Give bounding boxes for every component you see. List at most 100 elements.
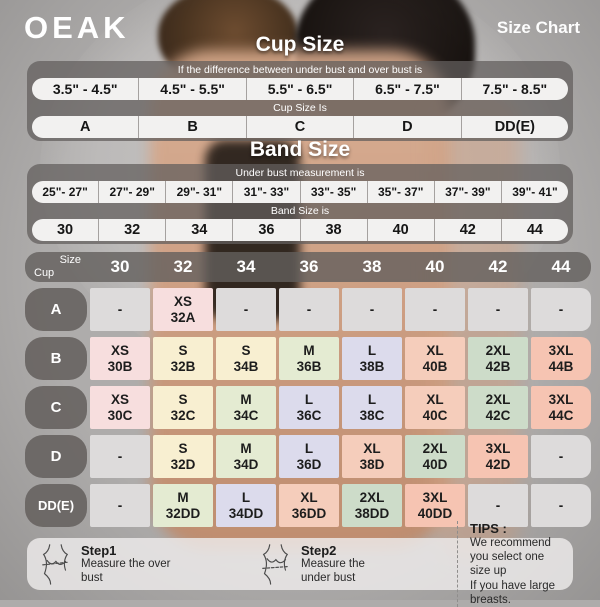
band-size-title: Band Size xyxy=(249,138,351,161)
size-cell: L 36C xyxy=(279,386,339,429)
size-code: 42D xyxy=(485,456,511,472)
cup-value-cell: B xyxy=(139,116,247,138)
size-name: - xyxy=(495,497,501,513)
matrix-row-d: D - S 32D M 34D L 36D XL 38D 2XL 40D 3XL 42D - xyxy=(25,435,591,478)
band-value-cell: 36 xyxy=(233,219,301,241)
size-cell: M 32DD xyxy=(153,484,213,527)
size-name: L xyxy=(241,489,251,505)
size-code: 32A xyxy=(170,309,196,325)
cup-result-label: Cup Size Is xyxy=(273,102,327,114)
size-code: 34D xyxy=(233,456,259,472)
cup-range-cell: 6.5" - 7.5" xyxy=(354,78,462,100)
size-cell: XL 38D xyxy=(342,435,402,478)
matrix-column-header: 34 xyxy=(236,257,256,276)
size-name: S xyxy=(178,391,188,407)
band-result-label: Band Size is xyxy=(270,205,330,217)
size-code: 34B xyxy=(233,358,259,374)
size-name: - xyxy=(117,497,123,513)
size-cell: L 38B xyxy=(342,337,402,380)
step-title: Step1 xyxy=(81,543,117,559)
size-name: 2XL xyxy=(422,440,448,456)
corner-size-label: Size xyxy=(59,254,81,266)
matrix-row-c: C XS 30C S 32C M 34C L 36C L 38C XL 40C 2XL 42C… xyxy=(25,386,591,429)
size-cell: XS 32A xyxy=(153,288,213,331)
tips-line-1: We recommend you select one size up xyxy=(470,536,551,578)
size-name: 2XL xyxy=(485,391,511,407)
cup-range-row: 3.5" - 4.5" 4.5" - 5.5" 5.5" - 6.5" 6.5"… xyxy=(32,78,568,100)
size-name: XL xyxy=(426,391,444,407)
measure-over-bust-icon xyxy=(42,544,69,585)
size-code: 42C xyxy=(485,407,511,423)
size-cell: S 32C xyxy=(153,386,213,429)
size-cell: - xyxy=(531,288,591,331)
size-code: 34C xyxy=(233,407,259,423)
size-cell: - xyxy=(342,288,402,331)
matrix-column-header: 36 xyxy=(299,257,319,276)
size-cell: M 36B xyxy=(279,337,339,380)
matrix-column-header: 40 xyxy=(425,257,445,276)
size-name: S xyxy=(178,440,188,456)
band-value-cell: 42 xyxy=(435,219,502,241)
size-cell: S 32B xyxy=(153,337,213,380)
row-label: B xyxy=(25,337,87,380)
size-name: XL xyxy=(363,440,381,456)
size-cell: XS 30C xyxy=(90,386,150,429)
size-name: S xyxy=(241,342,251,358)
size-cell: - xyxy=(531,435,591,478)
row-label: DD(E) xyxy=(25,484,87,527)
size-name: - xyxy=(369,301,375,317)
size-cell: - xyxy=(468,288,528,331)
cup-range-cell: 3.5" - 4.5" xyxy=(32,78,140,100)
size-code: 38C xyxy=(359,407,385,423)
size-cell: - xyxy=(405,288,465,331)
size-cell: M 34C xyxy=(216,386,276,429)
size-cell: L 38C xyxy=(342,386,402,429)
tips-line-2: If you have large breasts. xyxy=(470,579,556,607)
size-cell: XS 30B xyxy=(90,337,150,380)
matrix-corner-cell: Size Cup xyxy=(25,252,87,282)
step-desc: Measure the under bust xyxy=(301,558,365,584)
band-range-cell: 37"- 39" xyxy=(435,181,502,203)
size-code: 40B xyxy=(422,358,448,374)
cup-value-cell: C xyxy=(247,116,355,138)
size-code: 32D xyxy=(170,456,196,472)
band-value-cell: 34 xyxy=(166,219,234,241)
corner-cup-label: Cup xyxy=(34,267,55,279)
size-cell: - xyxy=(531,484,591,527)
size-name: - xyxy=(495,301,501,317)
matrix-row-dde: DD(E) - M 32DD L 34DD XL 36DD 2XL 38DD 3XL 40… xyxy=(25,484,591,527)
size-name: XL xyxy=(426,342,444,358)
step-2: Step2 Measure the under bust xyxy=(257,543,457,585)
step-title: Step2 xyxy=(301,543,337,559)
band-size-table: Under bust measurement is 25"- 27" 27"- … xyxy=(27,164,573,244)
size-code: 36DD xyxy=(291,505,327,521)
matrix-column-header: 30 xyxy=(110,257,130,276)
size-cell: - xyxy=(90,435,150,478)
band-value-cell: 44 xyxy=(526,222,543,238)
size-code: 40DD xyxy=(417,505,453,521)
cup-value-cell: DD(E) xyxy=(494,119,535,135)
size-name: 3XL xyxy=(548,342,574,358)
size-cell: L 34DD xyxy=(216,484,276,527)
size-code: 38D xyxy=(359,456,385,472)
band-range-cell: 29"- 31" xyxy=(166,181,234,203)
size-name: S xyxy=(178,342,188,358)
size-name: 3XL xyxy=(548,391,574,407)
size-cell: - xyxy=(468,484,528,527)
size-name: - xyxy=(432,301,438,317)
band-value-cell: 30 xyxy=(32,219,100,241)
size-name: L xyxy=(367,391,377,407)
size-name: - xyxy=(117,301,123,317)
matrix-row-b: B XS 30B S 32B S 34B M 36B L 38B XL 40B 2XL 42B… xyxy=(25,337,591,380)
size-name: - xyxy=(243,301,249,317)
step-1: Step1 Measure the over bust xyxy=(37,543,257,585)
size-code: 36B xyxy=(296,358,322,374)
size-code: 32B xyxy=(170,358,196,374)
page-title: Size Chart xyxy=(496,18,580,37)
matrix-column-header: 38 xyxy=(362,257,382,276)
size-name: M xyxy=(177,489,189,505)
band-value-cell: 38 xyxy=(301,219,368,241)
measure-under-bust-icon xyxy=(262,544,289,585)
size-cell: L 36D xyxy=(279,435,339,478)
size-name: 3XL xyxy=(422,489,448,505)
